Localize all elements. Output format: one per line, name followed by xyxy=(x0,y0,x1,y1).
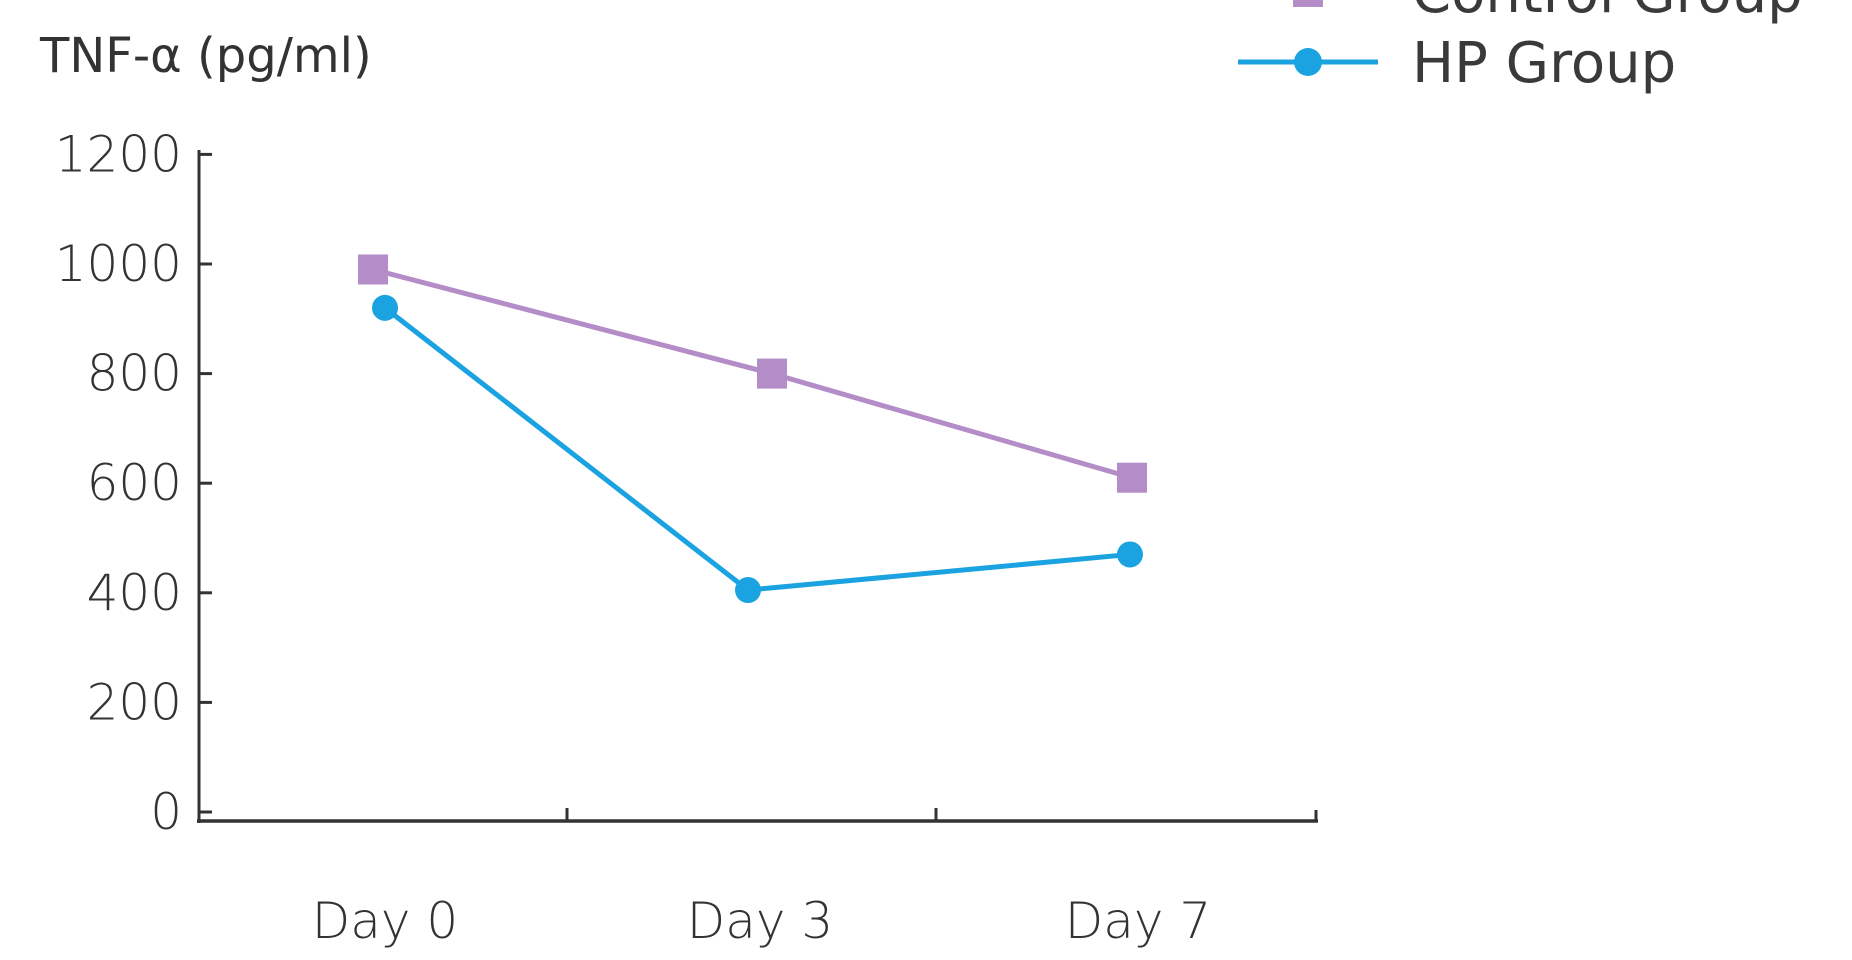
legend: Control Group HP Group xyxy=(1238,0,1803,96)
y-axis-label: TNF-α (pg/ml) xyxy=(39,28,372,84)
legend-control-group-label: Control Group xyxy=(1412,0,1803,26)
x-tick-label: Day 3 xyxy=(687,892,833,950)
x-tick-label: Day 0 xyxy=(312,892,458,950)
hp-group-point xyxy=(372,294,398,321)
y-tick-label: 200 xyxy=(87,673,182,731)
hp-group-point xyxy=(1117,541,1143,568)
x-ticks: Day 0 Day 3 Day 7 xyxy=(312,808,1318,950)
control-group-point xyxy=(358,254,388,285)
series-layer xyxy=(358,254,1147,604)
legend-hp-group-label: HP Group xyxy=(1412,31,1676,96)
control-group-point xyxy=(757,358,787,389)
legend-control-group-marker xyxy=(1293,0,1323,7)
y-tick-label: 800 xyxy=(87,345,182,403)
y-ticks: 0 200 400 600 800 1000 1200 xyxy=(55,125,212,841)
control-group-point xyxy=(1117,462,1147,493)
y-tick-label: 0 xyxy=(150,783,182,841)
hp-group-line xyxy=(383,305,1131,593)
y-tick-label: 400 xyxy=(87,564,182,622)
y-tick-label: 1200 xyxy=(55,125,182,183)
control-group-line xyxy=(372,267,1133,481)
x-tick-label: Day 7 xyxy=(1065,892,1211,950)
legend-hp-group-marker xyxy=(1294,48,1322,76)
y-tick-label: 1000 xyxy=(55,235,182,293)
hp-group-point xyxy=(735,577,761,604)
y-tick-label: 600 xyxy=(87,454,182,512)
